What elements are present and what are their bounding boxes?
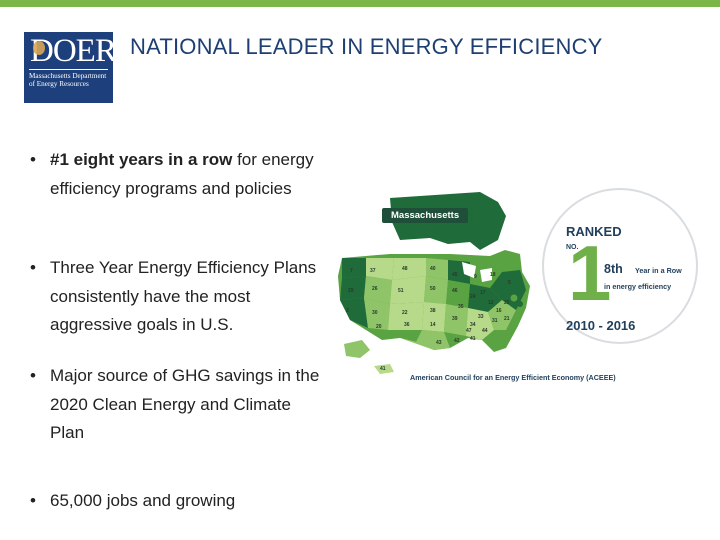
state-rank-label: 46 — [452, 288, 458, 294]
state-rank-label: 44 — [482, 328, 488, 334]
aceee-source: American Council for an Energy Efficient… — [410, 373, 616, 382]
state-rank-label: 50 — [430, 286, 436, 292]
state-rank-label: 26 — [372, 286, 378, 292]
state-rank-label: 31 — [492, 318, 498, 324]
rank-years: 2010 - 2016 — [566, 318, 636, 333]
bullet-dot: • — [30, 150, 36, 169]
state-rank-label: 12 — [488, 300, 494, 306]
state-rank-label: 22 — [402, 310, 408, 316]
bullet-dot: • — [30, 258, 36, 277]
state-rank-label: 47 — [466, 328, 472, 334]
state-rank-label: 16 — [496, 308, 502, 314]
bullet-text: Three Year Energy Efficiency Plans consi… — [50, 258, 317, 334]
rank-line-1: Year in a Row — [635, 266, 682, 275]
bullet-dot: • — [30, 366, 36, 385]
state-seal-icon — [33, 41, 45, 55]
state-rank-label: 14 — [430, 322, 436, 328]
state-rank-label: 35 — [458, 304, 464, 310]
slide-title: NATIONAL LEADER IN ENERGY EFFICIENCY — [130, 34, 603, 59]
rank-ordinal: 8th — [604, 262, 623, 276]
state-rank-label: 38 — [430, 308, 436, 314]
bullet-item: • 65,000 jobs and growing — [30, 487, 320, 516]
state-rank-label: 5 — [508, 280, 511, 286]
state-rank-label: 2 — [346, 308, 349, 314]
logo-divider — [29, 69, 108, 70]
state-rank-label: 24 — [470, 294, 476, 300]
state-rank-label: 42 — [454, 338, 460, 344]
state-rank-label: 17 — [480, 290, 486, 296]
state-rank-label: 39 — [452, 316, 458, 322]
bullet-item: • Major source of GHG savings in the 202… — [30, 362, 320, 448]
state-rank-label: 51 — [398, 288, 404, 294]
state-rank-label: 41 — [470, 336, 476, 342]
us-state-map: 37 48 7 26 29 51 40 50 46 30 22 45 38 36… — [338, 192, 530, 374]
ranked-badge: RANKED NO. 1 8th Year in a Row in energy… — [542, 188, 698, 344]
state-rank-label: 48 — [402, 266, 408, 272]
state-rank-label: 45 — [452, 272, 458, 278]
state-rank-label: 9 — [474, 274, 477, 280]
logo-subtitle: Massachusetts Department of Energy Resou… — [29, 72, 107, 88]
state-rank-label: 29 — [348, 288, 354, 294]
state-rank-label: 21 — [504, 316, 510, 322]
ranked-no: NO. — [566, 244, 579, 251]
state-rank-label: 20 — [376, 324, 382, 330]
state-rank-label: 30 — [372, 310, 378, 316]
bullet-text: 65,000 jobs and growing — [50, 491, 236, 510]
bullet-item: • #1 eight years in a row for energy eff… — [30, 146, 320, 203]
state-rank-label: 7 — [350, 268, 353, 274]
state-rank-label: 37 — [370, 268, 376, 274]
bullet-item: • Three Year Energy Efficiency Plans con… — [30, 254, 320, 340]
state-rank-label: 36 — [404, 322, 410, 328]
aceee-ranking-figure: 37 48 7 26 29 51 40 50 46 30 22 45 38 36… — [330, 180, 700, 390]
rank-number: 1 — [568, 229, 612, 317]
bullet-bold: #1 eight years in a row — [50, 150, 233, 169]
massachusetts-label: Massachusetts — [382, 208, 469, 223]
state-rank-label: 40 — [430, 266, 436, 272]
top-accent-bar — [0, 0, 720, 7]
state-rank-label: 25 — [504, 300, 510, 306]
state-rank-label: 33 — [478, 314, 484, 320]
logo-letters: DOER — [30, 33, 117, 69]
rank-line-2: in energy efficiency — [604, 282, 672, 291]
bullet-text: for energy efficiency programs and polic… — [50, 150, 314, 198]
state-rank-label: 43 — [436, 340, 442, 346]
ranked-word: RANKED — [566, 224, 622, 239]
bullet-dot: • — [30, 491, 36, 510]
bullet-text: Major source of GHG savings in the 2020 … — [50, 366, 320, 442]
state-rank-label: 18 — [490, 272, 496, 278]
state-rank-label: 34 — [470, 322, 476, 328]
state-rank-label: 41 — [380, 366, 386, 372]
doer-logo: DOER Massachusetts Department of Energy … — [24, 32, 117, 103]
